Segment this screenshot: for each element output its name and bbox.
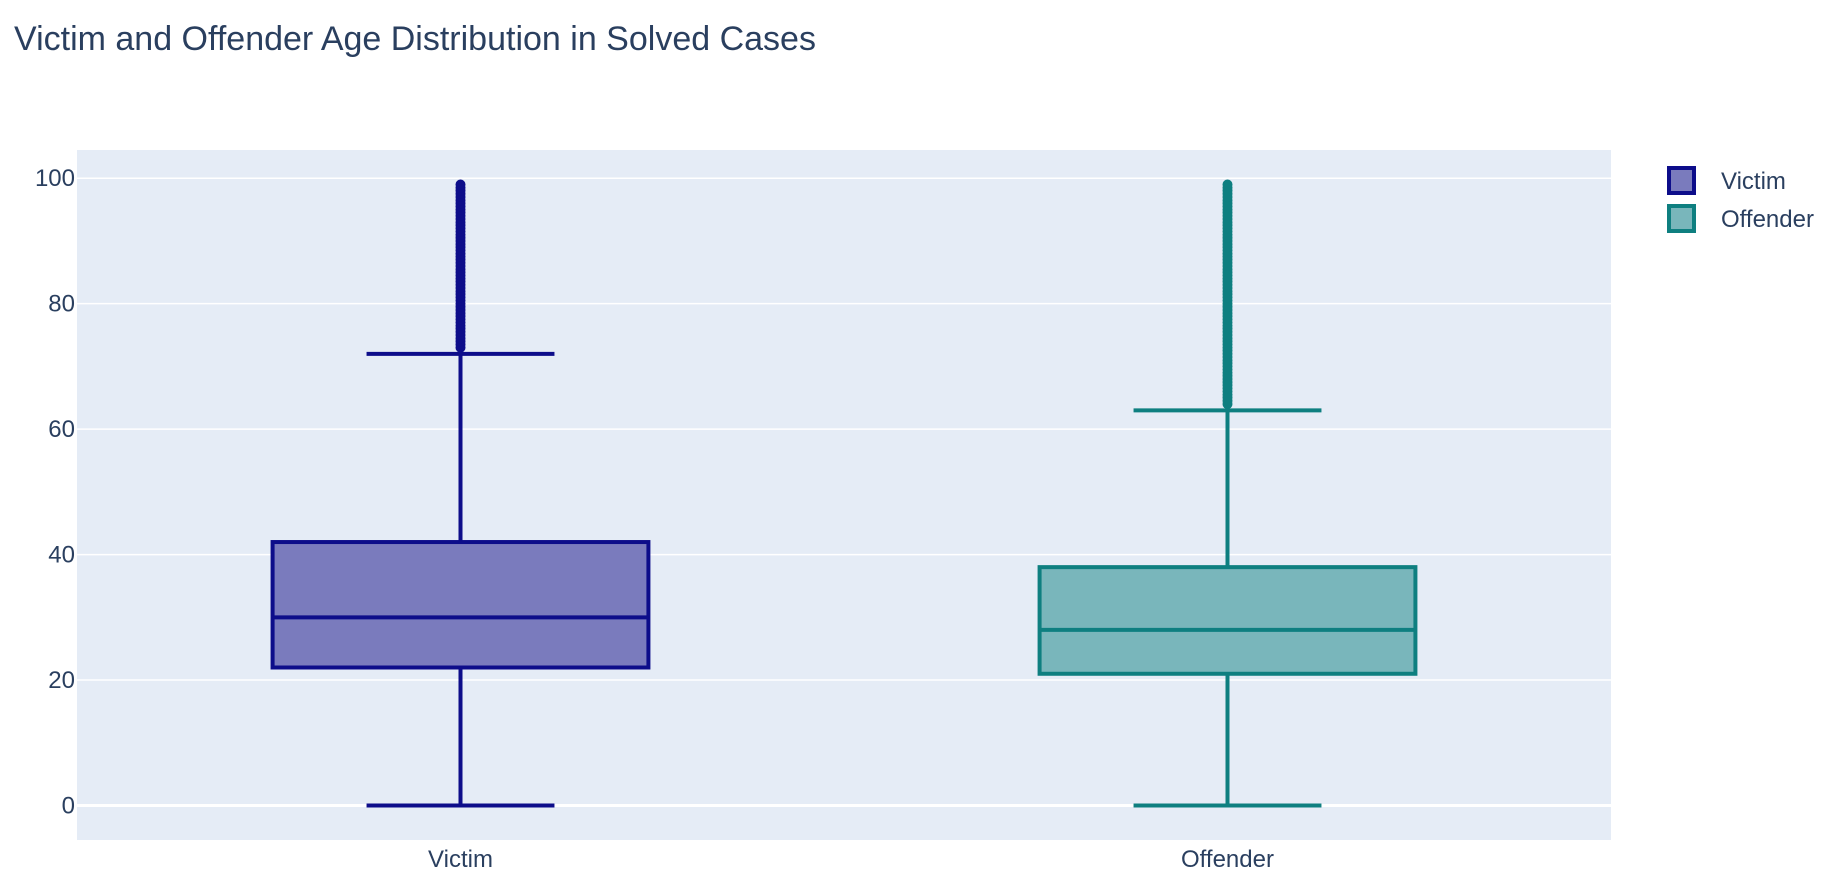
outlier-point — [1222, 179, 1233, 190]
x-tick-label: Victim — [428, 846, 493, 873]
y-tick-label: 20 — [48, 667, 75, 694]
x-axis-ticks: Victim Offender — [428, 846, 1274, 873]
legend-label: Victim — [1721, 168, 1786, 195]
y-tick-label: 80 — [48, 291, 75, 318]
y-tick-label: 100 — [35, 165, 75, 192]
x-tick-label: Offender — [1181, 846, 1274, 873]
y-tick-label: 0 — [62, 793, 75, 820]
y-tick-label: 40 — [48, 542, 75, 569]
legend-item-victim[interactable]: Victim — [1667, 166, 1786, 195]
legend-item-offender[interactable]: Offender — [1667, 204, 1814, 233]
box-series — [270, 179, 1418, 808]
outliers-victim — [455, 179, 466, 353]
y-axis-ticks: 0 20 40 60 80 100 — [35, 165, 75, 819]
legend-swatch — [1667, 204, 1696, 233]
legend[interactable]: Victim Offender — [1667, 166, 1814, 233]
iqr-box — [270, 540, 651, 670]
outliers-offender — [1222, 179, 1233, 410]
chart-title: Victim and Offender Age Distribution in … — [14, 20, 816, 58]
plot-area — [77, 150, 1611, 840]
y-tick-label: 60 — [48, 416, 75, 443]
outlier-point — [455, 179, 466, 190]
box-victim — [270, 179, 651, 808]
legend-label: Offender — [1721, 206, 1814, 233]
box-offender — [1037, 179, 1418, 808]
iqr-box — [1037, 565, 1418, 676]
legend-swatch — [1667, 166, 1696, 195]
